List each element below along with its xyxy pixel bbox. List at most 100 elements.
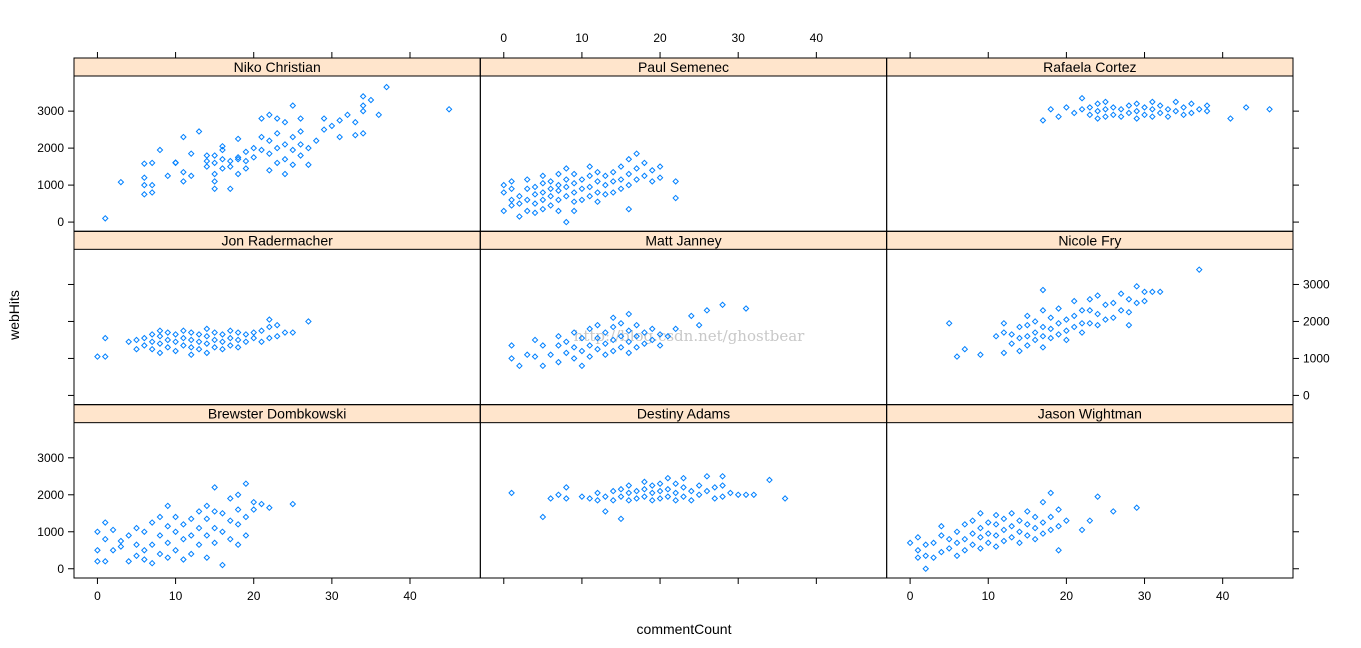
data-point — [594, 489, 601, 497]
data-point — [1039, 332, 1047, 340]
data-point — [1078, 307, 1086, 314]
data-point — [226, 157, 234, 165]
data-point — [250, 329, 258, 336]
data-point — [594, 334, 601, 342]
data-point — [602, 191, 609, 198]
data-point — [570, 179, 578, 187]
data-point — [187, 550, 195, 558]
data-point — [547, 495, 554, 502]
data-point — [727, 489, 734, 497]
data-point — [617, 493, 625, 500]
data-point — [625, 310, 633, 318]
data-point — [219, 165, 226, 172]
data-point — [570, 355, 578, 362]
data-point — [133, 524, 140, 532]
data-point — [742, 305, 750, 312]
data-point — [305, 144, 312, 152]
y-tick-label: 2000 — [37, 141, 64, 155]
data-point — [547, 178, 554, 185]
data-point — [594, 168, 601, 176]
data-point — [250, 144, 258, 152]
data-point — [172, 331, 179, 338]
data-point — [539, 189, 547, 196]
data-point — [187, 150, 195, 157]
x-tick-label: 30 — [732, 31, 746, 45]
data-point — [539, 172, 547, 180]
data-point — [258, 133, 265, 141]
data-point — [531, 209, 539, 217]
data-point — [195, 338, 203, 346]
data-point — [164, 329, 172, 336]
data-point — [1063, 316, 1070, 323]
data-point — [344, 111, 351, 119]
data-point — [1141, 111, 1148, 119]
data-point — [141, 181, 148, 189]
data-point — [1188, 100, 1195, 108]
data-point — [656, 163, 664, 170]
data-point — [586, 192, 594, 200]
panel-border — [73, 404, 481, 579]
data-point — [1102, 113, 1109, 120]
data-point — [664, 474, 672, 482]
data-point — [562, 176, 570, 183]
data-point — [180, 133, 187, 141]
data-point — [211, 178, 218, 185]
data-point — [719, 472, 726, 480]
data-point — [211, 329, 218, 336]
data-point — [1031, 535, 1039, 543]
data-point — [1055, 305, 1062, 312]
data-point — [508, 202, 515, 209]
data-point — [1094, 493, 1101, 500]
data-point — [977, 351, 984, 359]
data-point — [1078, 105, 1086, 113]
data-point — [1024, 521, 1031, 528]
data-point — [1039, 286, 1047, 294]
data-point — [195, 331, 203, 338]
data-point — [1156, 109, 1164, 117]
data-point — [211, 170, 218, 178]
x-tick-label: 40 — [810, 31, 824, 45]
data-point — [172, 159, 179, 166]
data-point — [633, 487, 640, 495]
data-point — [148, 519, 156, 526]
x-tick-label: 40 — [1216, 589, 1230, 603]
data-point — [1070, 297, 1078, 305]
panel-strip-label: Niko Christian — [234, 59, 321, 75]
data-point — [1109, 314, 1117, 322]
y-tick-label: 2000 — [37, 488, 64, 502]
data-point — [219, 146, 226, 154]
data-point — [977, 534, 984, 541]
y-tick-label: 1000 — [1303, 351, 1330, 365]
data-point — [1008, 331, 1015, 338]
data-point — [1000, 349, 1008, 357]
data-point — [1086, 307, 1094, 314]
data-point — [109, 546, 117, 554]
data-point — [617, 515, 625, 523]
x-tick-label: 0 — [907, 589, 914, 603]
data-point — [1055, 506, 1062, 513]
data-point — [1094, 115, 1101, 122]
data-point — [1024, 332, 1031, 340]
data-point — [641, 159, 648, 167]
data-point — [125, 338, 133, 346]
data-point — [781, 495, 789, 502]
data-point — [641, 478, 648, 486]
data-point — [1008, 522, 1015, 530]
panel-matt-janney: Matt Janney — [479, 230, 888, 406]
data-point — [242, 532, 250, 539]
y-tick-label: 0 — [57, 562, 64, 576]
data-point — [289, 329, 297, 336]
data-point — [172, 338, 179, 346]
y-tick-label: 3000 — [37, 104, 64, 118]
data-point — [211, 159, 218, 167]
data-point — [992, 332, 1000, 340]
data-point — [234, 491, 242, 499]
data-point — [609, 497, 617, 504]
panel-border — [479, 404, 888, 579]
panel-jon-radermacher: Jon Radermacher — [73, 230, 481, 406]
data-point — [570, 189, 578, 196]
data-point — [539, 342, 547, 349]
x-tick-label: 10 — [982, 589, 996, 603]
data-point — [609, 347, 617, 355]
data-point — [688, 487, 695, 495]
